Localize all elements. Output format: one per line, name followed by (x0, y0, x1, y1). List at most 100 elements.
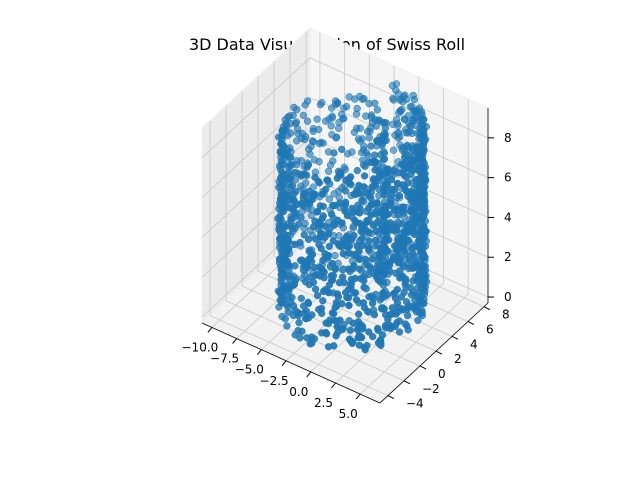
scatter-point (342, 176, 350, 184)
scatter-point (412, 176, 420, 184)
scatter-point (375, 262, 384, 271)
scatter-point (372, 122, 380, 130)
scatter-point (311, 285, 320, 293)
scatter-point (350, 190, 359, 198)
scatter-point (284, 231, 292, 240)
scatter-point (320, 268, 328, 276)
scatter-point (313, 208, 321, 216)
scatter-point (324, 251, 333, 260)
scatter-points (274, 80, 431, 354)
scatter-point (299, 111, 308, 120)
scatter-point (344, 150, 352, 158)
scatter-point (356, 124, 364, 132)
scatter-point (355, 341, 364, 349)
scatter-point (383, 165, 391, 173)
scatter-point (328, 309, 337, 317)
scatter-point (362, 226, 370, 234)
scatter-point (397, 293, 406, 301)
x-tick-label: −7.5 (210, 352, 239, 366)
scatter-point (377, 341, 385, 350)
y-tick-label: −2 (422, 382, 440, 396)
scatter-point (319, 202, 327, 211)
scatter-point (323, 176, 331, 184)
scatter-point (389, 146, 398, 154)
scatter-point (370, 175, 378, 183)
z-tick-label: 0 (504, 290, 512, 304)
scatter-point (350, 231, 358, 240)
scatter-point (327, 122, 335, 130)
scatter-point (276, 216, 284, 224)
scatter-point (319, 139, 327, 147)
scatter-point (348, 204, 356, 213)
scatter-point (365, 134, 373, 142)
scatter-point (404, 188, 412, 196)
scatter-point (315, 263, 324, 271)
scatter-point (302, 307, 311, 315)
scatter-point (346, 281, 355, 289)
scatter-point (304, 299, 313, 308)
scatter-point (420, 139, 428, 147)
x-tick-mark (232, 338, 238, 344)
z-tick-label: 8 (504, 131, 512, 145)
z-tick-label: 2 (504, 250, 512, 264)
scatter-point (380, 271, 388, 279)
scatter-point (359, 299, 368, 307)
x-tick-label: 0.0 (289, 385, 308, 399)
scatter-point (330, 342, 338, 350)
y-tick-label: −4 (406, 397, 424, 411)
scatter-point (276, 222, 284, 230)
scatter-point (278, 127, 286, 135)
scatter-point (290, 280, 299, 288)
scatter-point (278, 140, 286, 148)
scatter-point (366, 127, 374, 135)
axis-lines (201, 108, 489, 404)
scatter-point (286, 272, 294, 280)
scatter-point (387, 176, 396, 184)
scatter-point (381, 321, 390, 330)
scatter-point (353, 104, 361, 113)
scatter-point (303, 117, 312, 125)
scatter-point (296, 334, 304, 342)
x-tick-label: −5.0 (235, 363, 264, 377)
scatter-point (365, 293, 373, 301)
y-tick-mark (483, 306, 491, 311)
scatter-point (324, 167, 333, 175)
scatter-point (288, 161, 296, 169)
scatter-point (334, 240, 342, 248)
scatter-point (299, 201, 307, 210)
scatter-point (291, 262, 299, 270)
scatter-point (306, 150, 314, 158)
scatter-point (360, 172, 369, 180)
scatter-point (367, 142, 375, 150)
scatter-point (351, 289, 360, 297)
scatter-point (377, 221, 386, 230)
z-gridline-left (201, 57, 311, 159)
scatter-point (327, 272, 335, 280)
scatter-point (373, 106, 382, 114)
y-tick-label: 8 (502, 308, 510, 322)
scatter-point (300, 231, 308, 239)
scatter-point (341, 288, 350, 297)
y-tick-mark (419, 365, 427, 370)
scatter-point (315, 158, 323, 166)
scatter-point (415, 269, 424, 277)
scatter-point (391, 294, 400, 302)
scatter-point (344, 265, 353, 273)
scatter-point (399, 220, 407, 228)
scatter-point (396, 107, 404, 115)
scatter-point (417, 255, 426, 264)
x-tick-mark (256, 349, 262, 355)
scatter-point (329, 157, 337, 165)
scatter-point (355, 209, 364, 217)
scatter-point (343, 211, 352, 220)
y-tick-label: 6 (486, 323, 494, 337)
y-tick-mark (403, 380, 411, 385)
scatter-point (354, 333, 363, 342)
scatter-point (306, 200, 314, 208)
scatter-point (331, 201, 339, 210)
scatter-point (335, 118, 343, 127)
scatter-point (350, 261, 358, 270)
scatter-point (297, 214, 305, 222)
scatter-point (352, 296, 361, 304)
scatter-point (277, 157, 285, 166)
